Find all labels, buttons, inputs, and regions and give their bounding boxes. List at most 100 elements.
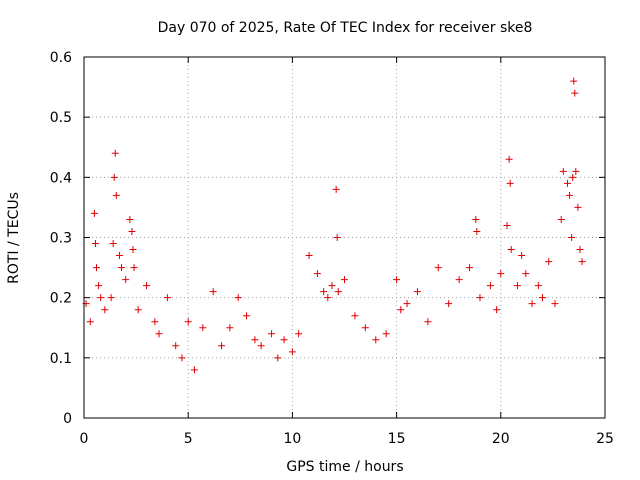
data-point <box>563 179 571 187</box>
data-point <box>257 342 265 350</box>
data-point <box>559 167 567 175</box>
data-point <box>571 89 579 97</box>
data-point <box>295 330 303 338</box>
data-point <box>155 330 163 338</box>
data-point <box>305 252 313 260</box>
data-point <box>545 258 553 266</box>
y-tick-label: 0.4 <box>50 170 72 186</box>
data-points <box>82 77 586 374</box>
data-point <box>574 203 582 211</box>
data-point <box>93 264 101 272</box>
data-point <box>413 288 421 296</box>
data-point <box>473 227 481 235</box>
data-point <box>328 282 336 290</box>
data-point <box>234 294 242 302</box>
data-point <box>112 191 120 199</box>
y-tick-label: 0 <box>63 411 72 427</box>
data-point <box>226 324 234 332</box>
x-tick-label: 10 <box>283 431 301 447</box>
data-point <box>507 246 515 254</box>
y-tick-labels: 0 0.1 0.2 0.3 0.4 0.5 0.6 <box>50 50 72 427</box>
data-point <box>351 312 359 320</box>
data-point <box>493 306 501 314</box>
data-point <box>397 306 405 314</box>
data-point <box>126 215 134 223</box>
data-point <box>199 324 207 332</box>
data-point <box>243 312 251 320</box>
data-point <box>334 288 342 296</box>
data-point <box>288 348 296 356</box>
data-point <box>578 258 586 266</box>
x-tick-label: 5 <box>184 431 193 447</box>
data-point <box>382 330 390 338</box>
data-point <box>143 282 151 290</box>
chart-title: Day 070 of 2025, Rate Of TEC Index for r… <box>158 20 533 36</box>
data-point <box>107 294 115 302</box>
data-point <box>341 276 348 284</box>
data-point <box>566 191 574 199</box>
data-point <box>522 270 530 278</box>
data-point <box>393 276 401 284</box>
data-point <box>576 246 584 254</box>
data-point <box>466 264 474 272</box>
data-point <box>110 173 118 181</box>
data-point <box>557 215 565 223</box>
x-tick-label: 0 <box>80 431 89 447</box>
data-point <box>115 252 123 260</box>
y-tick-label: 0.1 <box>50 351 72 367</box>
data-point <box>568 234 576 241</box>
data-point <box>403 300 411 308</box>
x-tick-label: 20 <box>492 431 510 447</box>
data-point <box>129 246 137 254</box>
data-point <box>455 276 463 284</box>
data-point <box>513 282 521 290</box>
data-point <box>434 264 442 272</box>
data-point <box>97 294 105 302</box>
y-tick-label: 0.6 <box>50 50 72 66</box>
grid <box>84 57 605 418</box>
data-point <box>268 330 276 338</box>
data-point <box>111 149 119 157</box>
data-point <box>118 264 126 272</box>
data-point <box>528 300 536 308</box>
data-point <box>101 306 109 314</box>
data-point <box>486 282 494 290</box>
data-point <box>274 354 282 362</box>
data-point <box>518 252 526 260</box>
data-point <box>109 240 117 248</box>
data-point <box>572 167 580 175</box>
y-axis-label: ROTI / TECUs <box>6 192 22 284</box>
data-point <box>320 288 328 296</box>
data-point <box>130 264 138 272</box>
data-point <box>151 318 159 326</box>
data-point <box>424 318 432 326</box>
data-point <box>209 288 217 296</box>
data-point <box>122 276 130 284</box>
data-point <box>551 300 559 308</box>
data-point <box>569 173 577 181</box>
data-point <box>134 306 142 314</box>
data-point <box>218 342 226 350</box>
data-point <box>445 300 453 308</box>
y-tick-label: 0.5 <box>50 110 72 126</box>
axis-ticks <box>83 56 606 419</box>
data-point <box>184 318 192 326</box>
y-tick-label: 0.2 <box>50 291 72 307</box>
data-point <box>332 185 340 193</box>
data-point <box>324 294 332 302</box>
data-point <box>251 336 259 344</box>
data-point <box>190 366 198 374</box>
data-point <box>538 294 546 302</box>
x-axis-label: GPS time / hours <box>286 459 403 475</box>
data-point <box>280 336 288 344</box>
x-tick-label: 15 <box>388 431 406 447</box>
data-point <box>497 270 505 278</box>
data-point <box>333 234 341 241</box>
data-point <box>178 354 186 362</box>
data-point <box>534 282 542 290</box>
data-point <box>172 342 180 350</box>
data-point <box>90 209 98 217</box>
data-point <box>128 227 136 235</box>
data-point <box>503 221 511 229</box>
